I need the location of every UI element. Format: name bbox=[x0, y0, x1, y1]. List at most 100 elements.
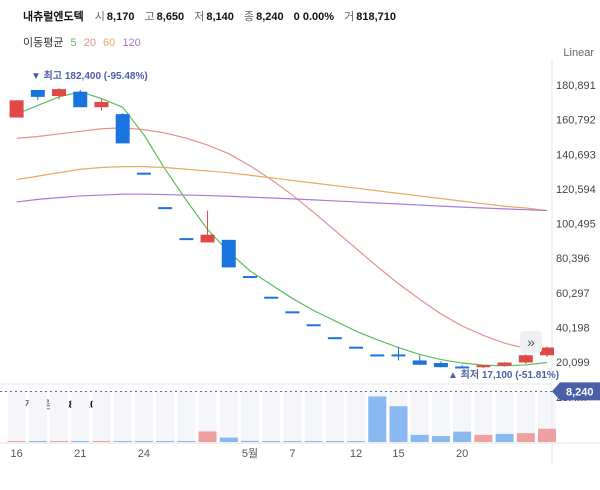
candle-body bbox=[391, 354, 406, 357]
volume-bar bbox=[304, 441, 323, 442]
candle-body bbox=[9, 100, 24, 118]
x-tick-label: 12 bbox=[350, 448, 362, 460]
volume-bar bbox=[262, 441, 281, 442]
ma5-label: 5 bbox=[70, 37, 77, 49]
current-price-tag bbox=[552, 382, 600, 401]
volume-bg-column bbox=[410, 392, 429, 442]
high-label: 고 bbox=[144, 11, 155, 23]
y-tick-label: 180,891 bbox=[556, 80, 596, 92]
close-label: 종 bbox=[243, 11, 255, 23]
volume-bar bbox=[474, 434, 493, 442]
volume-bar bbox=[198, 431, 217, 442]
volume-bg-column bbox=[474, 392, 493, 442]
volume-bg-column bbox=[50, 392, 69, 442]
low-annotation: ▲ 최저 17,100 (-51.81%) bbox=[448, 368, 559, 381]
volume-bg-column bbox=[156, 392, 175, 442]
volume-bar bbox=[134, 441, 153, 442]
volume-bar bbox=[240, 440, 259, 442]
volume-bg-column bbox=[304, 392, 323, 442]
volume-bg-column bbox=[92, 392, 111, 442]
high-value: 8,650 bbox=[156, 11, 185, 23]
volume-bg-column bbox=[431, 392, 450, 442]
y-tick-label: 60,297 bbox=[556, 288, 590, 300]
open-label: 시 bbox=[94, 11, 105, 23]
stock-name: 내츄럴엔도텍 bbox=[23, 11, 84, 23]
candle-body bbox=[158, 207, 173, 210]
y-tick-label: 160,792 bbox=[556, 115, 596, 127]
x-tick-label: 15 bbox=[392, 448, 404, 460]
candle-body bbox=[540, 347, 554, 356]
close-value: 8,240 bbox=[256, 11, 284, 23]
volume-bar bbox=[283, 441, 302, 442]
volume-bar bbox=[453, 431, 472, 442]
volume-bg-column bbox=[262, 392, 281, 442]
volume-bg-column bbox=[28, 392, 47, 442]
volume-bar bbox=[368, 396, 387, 442]
candle-body bbox=[94, 102, 109, 108]
volume-bg-column bbox=[325, 392, 344, 442]
ma60-line bbox=[16, 166, 548, 212]
volume-bar bbox=[177, 441, 196, 442]
ma5-line bbox=[16, 91, 548, 367]
candle-body bbox=[136, 172, 151, 175]
candle-body bbox=[242, 276, 257, 279]
scroll-latest-button[interactable]: » bbox=[520, 331, 542, 353]
volume-bg-column bbox=[283, 392, 302, 442]
volume-bar bbox=[28, 441, 47, 442]
low-value: 8,140 bbox=[206, 11, 234, 23]
volume-bg-column bbox=[7, 392, 26, 442]
candle-body bbox=[264, 296, 279, 299]
candle-body bbox=[285, 311, 300, 314]
volume-bg-column bbox=[495, 392, 514, 442]
candle-body bbox=[30, 89, 45, 97]
volume-bg-column bbox=[177, 392, 196, 442]
candle-body bbox=[52, 89, 67, 97]
candle-body bbox=[370, 354, 385, 357]
x-tick-label: 20 bbox=[456, 448, 468, 460]
y-tick-label: 80,396 bbox=[556, 253, 590, 265]
volume-bar bbox=[71, 441, 90, 442]
candle-body bbox=[433, 363, 448, 368]
candle-body bbox=[221, 239, 236, 268]
volume-bg-column bbox=[347, 392, 366, 442]
candle-body bbox=[412, 360, 427, 365]
volume-bg-column bbox=[113, 392, 132, 442]
x-tick-label: 24 bbox=[138, 448, 150, 460]
volume-bg-column bbox=[71, 392, 90, 442]
volume-bar bbox=[92, 441, 111, 442]
volume-bg-column bbox=[134, 392, 153, 442]
volume-value: 818,710 bbox=[356, 11, 396, 23]
y-tick-label: 20,099 bbox=[556, 357, 590, 369]
volume-bg-column bbox=[219, 392, 238, 442]
candle-body bbox=[476, 365, 491, 368]
volume-bar bbox=[347, 441, 366, 442]
volume-bar bbox=[7, 441, 26, 442]
change-value: 0 0.00% bbox=[293, 11, 335, 23]
candle-body bbox=[200, 234, 215, 243]
ma120-label: 120 bbox=[122, 37, 141, 49]
candle-body bbox=[497, 362, 512, 366]
volume-bar bbox=[50, 441, 69, 442]
candle-body bbox=[179, 238, 194, 241]
candle-body bbox=[306, 324, 321, 327]
volume-bar bbox=[495, 433, 514, 442]
volume-bar bbox=[431, 436, 450, 442]
volume-bar bbox=[113, 441, 132, 442]
high-annotation: ▼ 최고 182,400 (-95.48%) bbox=[31, 69, 148, 82]
moving-average-legend[interactable]: 이동평균 5 20 60 120 bbox=[23, 34, 145, 50]
low-label: 저 bbox=[194, 11, 205, 23]
candle-body bbox=[115, 114, 130, 144]
volume-bar bbox=[219, 437, 238, 442]
ma60-label: 60 bbox=[103, 37, 116, 49]
volume-bg-column bbox=[240, 392, 259, 442]
scale-mode-label[interactable]: Linear bbox=[563, 47, 594, 59]
candle-body bbox=[349, 346, 364, 349]
ohlc-header: 내츄럴엔도텍 시 8,170 고 8,650 저 8,140 종 8,240 0 0.0… bbox=[23, 8, 403, 24]
x-tick-label: 16 bbox=[10, 448, 22, 460]
x-tick-label: 5월 bbox=[242, 447, 258, 460]
x-tick-label: 21 bbox=[74, 448, 86, 460]
volume-bar bbox=[538, 428, 556, 442]
ma20-line bbox=[16, 127, 548, 352]
volume-bar bbox=[410, 434, 429, 442]
